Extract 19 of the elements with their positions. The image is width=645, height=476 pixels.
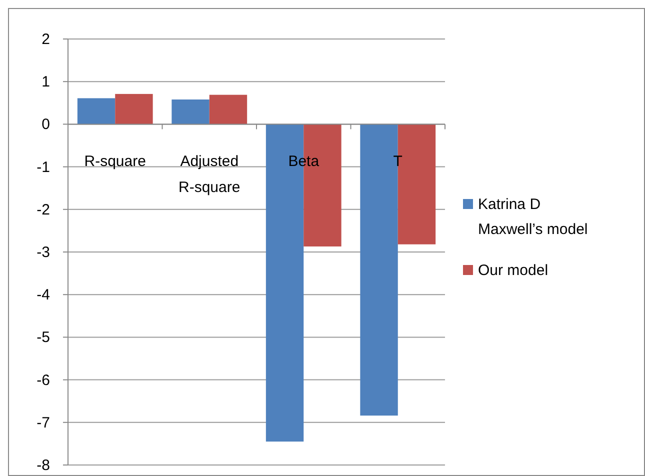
y-tick-label: -8	[36, 457, 50, 474]
bar	[209, 94, 248, 124]
y-tick-label: -1	[36, 158, 50, 176]
x-tick-label: R-square	[84, 153, 146, 170]
bar	[172, 99, 210, 124]
legend-label: Our model	[478, 262, 548, 279]
y-tick-label: -6	[36, 372, 50, 389]
y-tick-label: -3	[36, 244, 50, 261]
y-tick-label: 2	[42, 31, 50, 48]
y-tick-label: 1	[42, 74, 50, 91]
x-tick-label: Adjusted R-square	[178, 153, 240, 196]
y-tick-label: -7	[36, 414, 50, 432]
bar	[77, 98, 116, 124]
y-tick-label: 0	[42, 116, 50, 134]
legend-label: Katrina D Maxwell’s model	[478, 196, 588, 238]
y-tick-label: -4	[36, 286, 50, 304]
y-tick-label: -5	[36, 329, 50, 346]
y-tick-label: -2	[36, 201, 50, 218]
bar	[115, 94, 153, 124]
